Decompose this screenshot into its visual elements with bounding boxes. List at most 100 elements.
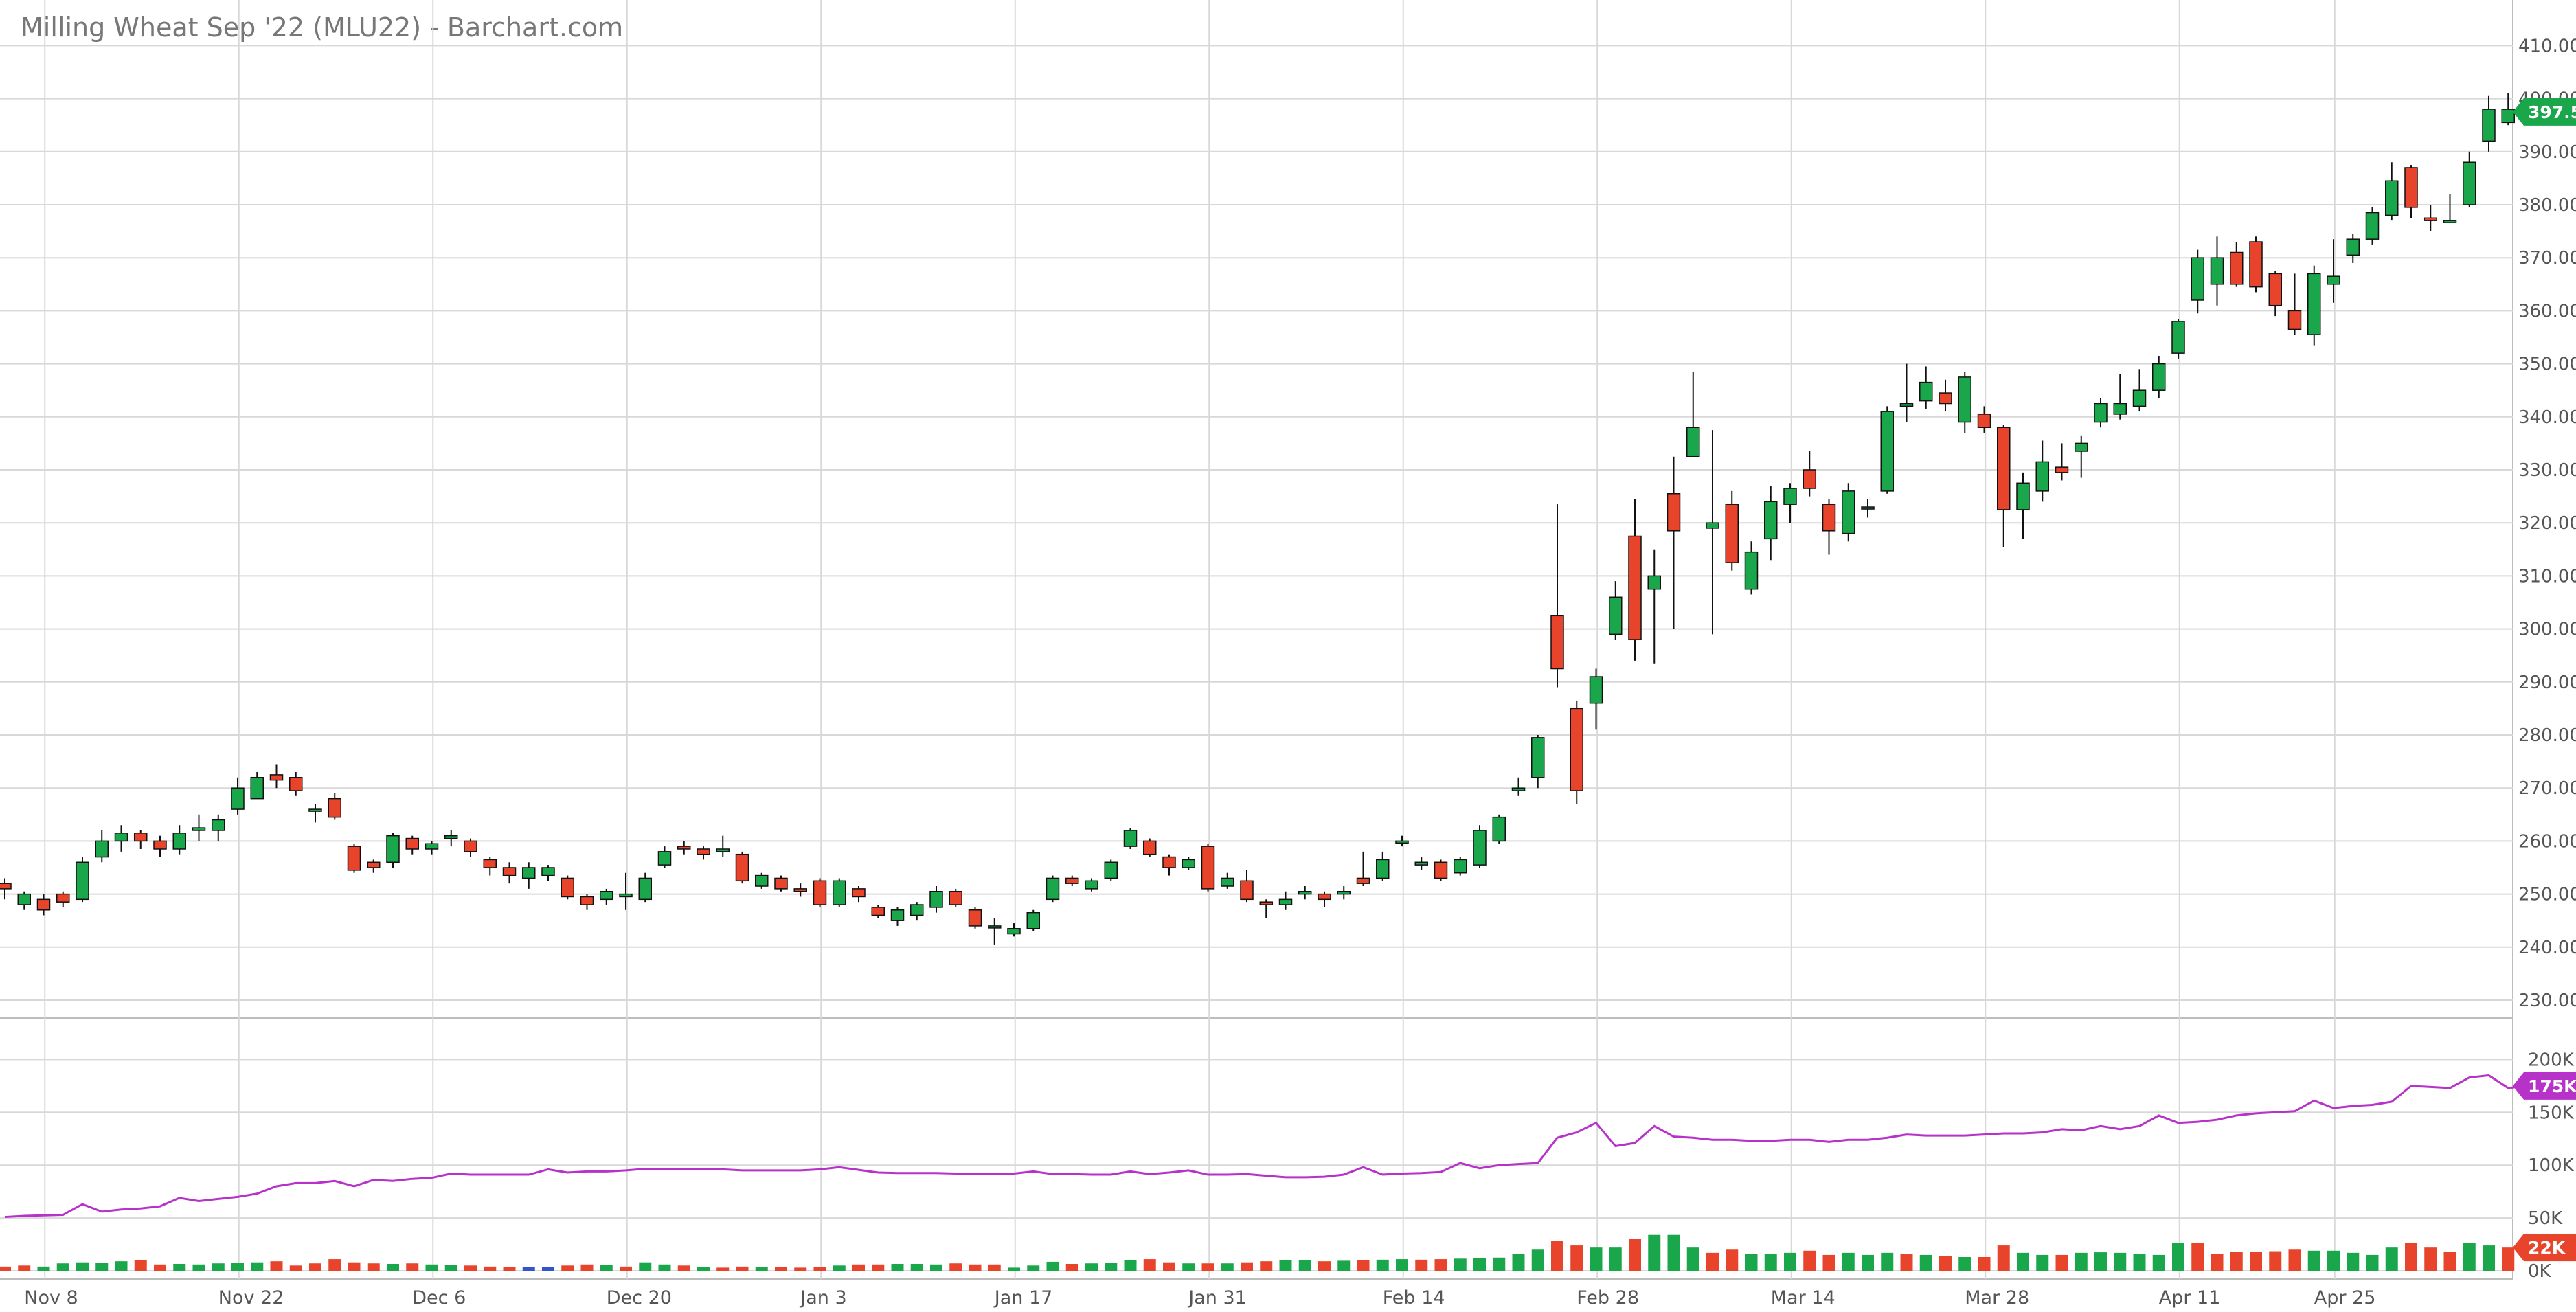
candle-body (2268, 273, 2282, 306)
candle-body (1104, 861, 1118, 879)
price-tick-label: 380.00 (2518, 195, 2576, 216)
volume-bar (2327, 1250, 2340, 1271)
volume-bar (1473, 1258, 1486, 1271)
candle-body (600, 890, 613, 901)
volume-bar (639, 1262, 652, 1271)
candle-body (2463, 161, 2476, 205)
price-tick-label: 360.00 (2518, 301, 2576, 321)
volume-bar (1784, 1252, 1796, 1271)
candle-body (425, 843, 439, 850)
candle-body (1550, 615, 1564, 670)
volume-bar (444, 1265, 457, 1271)
volume-bar (969, 1264, 982, 1271)
candle-body (386, 835, 400, 863)
candle-body (1589, 676, 1603, 704)
volume-bar (580, 1264, 594, 1271)
volume-bar (115, 1261, 128, 1271)
candle-body (774, 877, 788, 890)
volume-bar (328, 1259, 341, 1271)
candle-body (1434, 861, 1448, 879)
candle-body (1958, 376, 1971, 423)
volume-bar (1609, 1247, 1622, 1271)
volume-bar (2075, 1252, 2088, 1271)
candle-body (405, 837, 419, 850)
price-tick-label: 320.00 (2518, 513, 2576, 534)
date-tick-label: Dec 20 (607, 1287, 672, 1309)
date-tick-label: Dec 6 (412, 1287, 466, 1309)
candle-body (1686, 427, 1700, 457)
volume-bar (2443, 1252, 2456, 1271)
volume-bar (464, 1265, 477, 1271)
candle-body (1609, 596, 1623, 635)
candle-body (2055, 466, 2069, 473)
volume-bar (2250, 1252, 2262, 1271)
candle-body (1803, 469, 1816, 489)
volume-bar (775, 1267, 787, 1271)
date-tick-label: Nov 8 (24, 1287, 78, 1309)
candle-body (2016, 482, 2030, 510)
date-tick-label: Jan 31 (1187, 1287, 1247, 1309)
volume-bar (406, 1263, 419, 1271)
volume-bar (1008, 1267, 1020, 1271)
volume-bar (1862, 1254, 1874, 1271)
date-tick-label: Nov 22 (218, 1287, 284, 1309)
candle-body (2249, 241, 2263, 288)
chart-title: Milling Wheat Sep '22 (MLU22) - Barchart… (21, 12, 624, 43)
candle-body (134, 833, 148, 842)
price-tick-label: 390.00 (2518, 142, 2576, 163)
price-tick-label: 410.00 (2518, 36, 2576, 56)
candle-body (1278, 898, 1293, 905)
volume-bar (2405, 1243, 2417, 1271)
candle-body (852, 888, 866, 898)
volume-bar (1337, 1260, 1351, 1271)
candle-body (1473, 830, 1487, 866)
volume-bar (872, 1264, 885, 1271)
candle-body (1201, 846, 1215, 890)
date-tick-label: Feb 14 (1383, 1287, 1445, 1309)
candle-body (541, 867, 555, 876)
volume-bar (1590, 1247, 1603, 1271)
candle-body (212, 819, 225, 831)
volume-tick-label: 200K (2528, 1050, 2575, 1070)
candle-body (444, 835, 458, 839)
candle-body (1085, 880, 1098, 890)
candle-body (1647, 575, 1661, 590)
price-tick-label: 300.00 (2518, 620, 2576, 640)
volume-bar (192, 1264, 205, 1271)
candle-body (2404, 167, 2418, 208)
volume-bar (2366, 1254, 2379, 1271)
volume-bar (2385, 1247, 2398, 1271)
candle-body (1764, 501, 1778, 540)
candle-body (2346, 238, 2360, 256)
volume-bar (988, 1264, 1001, 1271)
candle-body (1511, 787, 1526, 791)
volume-bar (2502, 1247, 2515, 1271)
candle-body (1706, 522, 1719, 529)
volume-bar (1512, 1254, 1525, 1271)
volume-bar (2036, 1254, 2049, 1271)
volume-tick-label: 150K (2528, 1102, 2575, 1123)
price-tick-label: 250.00 (2518, 885, 2576, 905)
volume-bar (1260, 1261, 1273, 1271)
candle-body (0, 883, 12, 890)
volume-bar (1706, 1252, 1719, 1271)
volume-bar (212, 1263, 225, 1271)
candle-body (1492, 816, 1506, 842)
candle-body (36, 898, 51, 911)
candle-body (172, 833, 186, 850)
volume-bar (1881, 1252, 1894, 1271)
volume-bar (1415, 1259, 1428, 1271)
volume-bar (1803, 1250, 1816, 1271)
candle-body (2482, 109, 2496, 142)
candle-body (2113, 403, 2127, 415)
price-tick-label: 280.00 (2518, 725, 2576, 746)
candle-body (988, 925, 1002, 929)
candle-body (735, 853, 749, 882)
volume-bar (2114, 1252, 2127, 1271)
candle-body (1628, 535, 1642, 640)
candle-body (1007, 928, 1021, 935)
candle-body (1240, 880, 1254, 901)
volume-bar (542, 1267, 554, 1271)
price-tick-label: 340.00 (2518, 407, 2576, 428)
